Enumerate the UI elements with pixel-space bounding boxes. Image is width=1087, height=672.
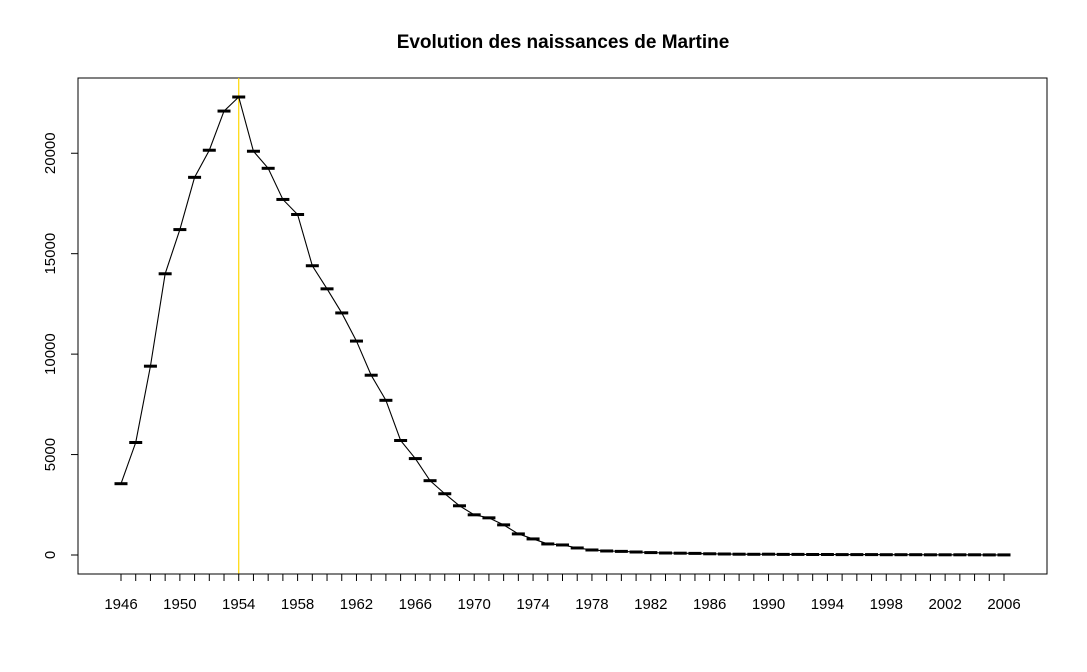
x-tick-label: 1990: [752, 596, 785, 613]
x-tick-label: 2002: [928, 596, 961, 613]
y-axis: 0 5000 10000 15000 20000: [42, 132, 79, 559]
series-layer: [114, 95, 1011, 557]
y-tick-label: 15000: [42, 233, 59, 275]
x-tick-label: 1966: [399, 596, 432, 613]
x-tick-label: 1970: [458, 596, 491, 613]
x-tick-label: 1998: [870, 596, 903, 613]
plot-frame: [77, 77, 1048, 575]
x-tick-label: 1994: [811, 596, 844, 613]
x-tick-label: 1946: [104, 596, 137, 613]
x-tick-label: 1978: [575, 596, 608, 613]
x-tick-label: 1974: [516, 596, 549, 613]
x-axis: 1946 1950 1954 1958 1962 1966 1970 1974 1978 1982…: [104, 573, 1021, 613]
y-tick-label: 10000: [42, 333, 59, 375]
y-tick-label: 20000: [42, 132, 59, 174]
x-tick-label: 1986: [693, 596, 726, 613]
x-tick-label: 1962: [340, 596, 373, 613]
x-tick-label: 1958: [281, 596, 314, 613]
x-tick-label: 1954: [222, 596, 255, 613]
chart-title: Evolution des naissances de Martine: [397, 32, 730, 53]
series-line: [120, 95, 1004, 556]
x-tick-label: 1950: [163, 596, 196, 613]
x-tick-label: 2006: [987, 596, 1020, 613]
y-tick-label: 0: [42, 551, 59, 559]
y-tick-label: 5000: [42, 438, 59, 471]
x-tick-label: 1982: [634, 596, 667, 613]
